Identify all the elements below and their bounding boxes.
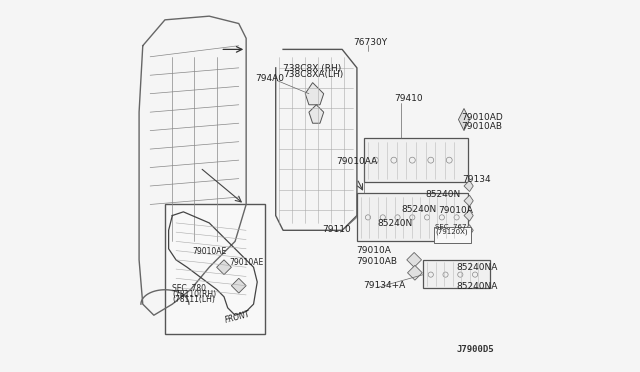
Bar: [165, 205, 264, 334]
Text: 794A0: 794A0: [255, 74, 284, 83]
Text: 85240NA: 85240NA: [456, 282, 498, 291]
Polygon shape: [305, 83, 324, 105]
Text: 85240N: 85240N: [401, 205, 436, 214]
Polygon shape: [464, 195, 473, 206]
Text: SEC. 767: SEC. 767: [435, 224, 467, 230]
Polygon shape: [408, 265, 422, 280]
Text: (79120X): (79120X): [435, 229, 468, 235]
Text: 79134+A: 79134+A: [364, 280, 406, 289]
Text: 79010A: 79010A: [356, 246, 390, 255]
Text: 85240NA: 85240NA: [456, 263, 498, 272]
Text: 79134: 79134: [462, 175, 491, 184]
Text: FRONT: FRONT: [224, 309, 252, 325]
Text: 79010AD: 79010AD: [461, 113, 503, 122]
Polygon shape: [464, 180, 473, 192]
Text: 85240N: 85240N: [425, 190, 460, 199]
Text: 738C8X (RH): 738C8X (RH): [283, 64, 341, 73]
Text: 85240N: 85240N: [377, 219, 412, 228]
Text: 79010AB: 79010AB: [461, 122, 502, 131]
Polygon shape: [309, 105, 324, 123]
Text: 738C8XA(LH): 738C8XA(LH): [283, 70, 343, 79]
Polygon shape: [407, 253, 422, 267]
Text: SEC. 780: SEC. 780: [172, 284, 206, 293]
Text: 79110: 79110: [322, 225, 351, 234]
Bar: [435, 227, 472, 243]
Polygon shape: [458, 109, 470, 131]
Text: 76730Y: 76730Y: [353, 38, 387, 47]
Text: (78110(RH): (78110(RH): [172, 290, 216, 299]
Text: 79010A: 79010A: [438, 206, 473, 215]
Text: 79010AE: 79010AE: [230, 259, 264, 267]
Bar: [364, 138, 468, 182]
Polygon shape: [232, 278, 246, 293]
Polygon shape: [464, 210, 473, 221]
Bar: [357, 193, 468, 241]
Polygon shape: [464, 225, 473, 236]
Text: 79010AE: 79010AE: [193, 247, 227, 256]
Text: 79010AB: 79010AB: [356, 257, 397, 266]
Text: 79010AA: 79010AA: [337, 157, 378, 166]
Bar: [424, 260, 490, 288]
Text: (78111(LH): (78111(LH): [172, 295, 215, 304]
Text: J7900D5: J7900D5: [456, 345, 494, 354]
Text: 79410: 79410: [394, 94, 422, 103]
Polygon shape: [216, 260, 232, 275]
